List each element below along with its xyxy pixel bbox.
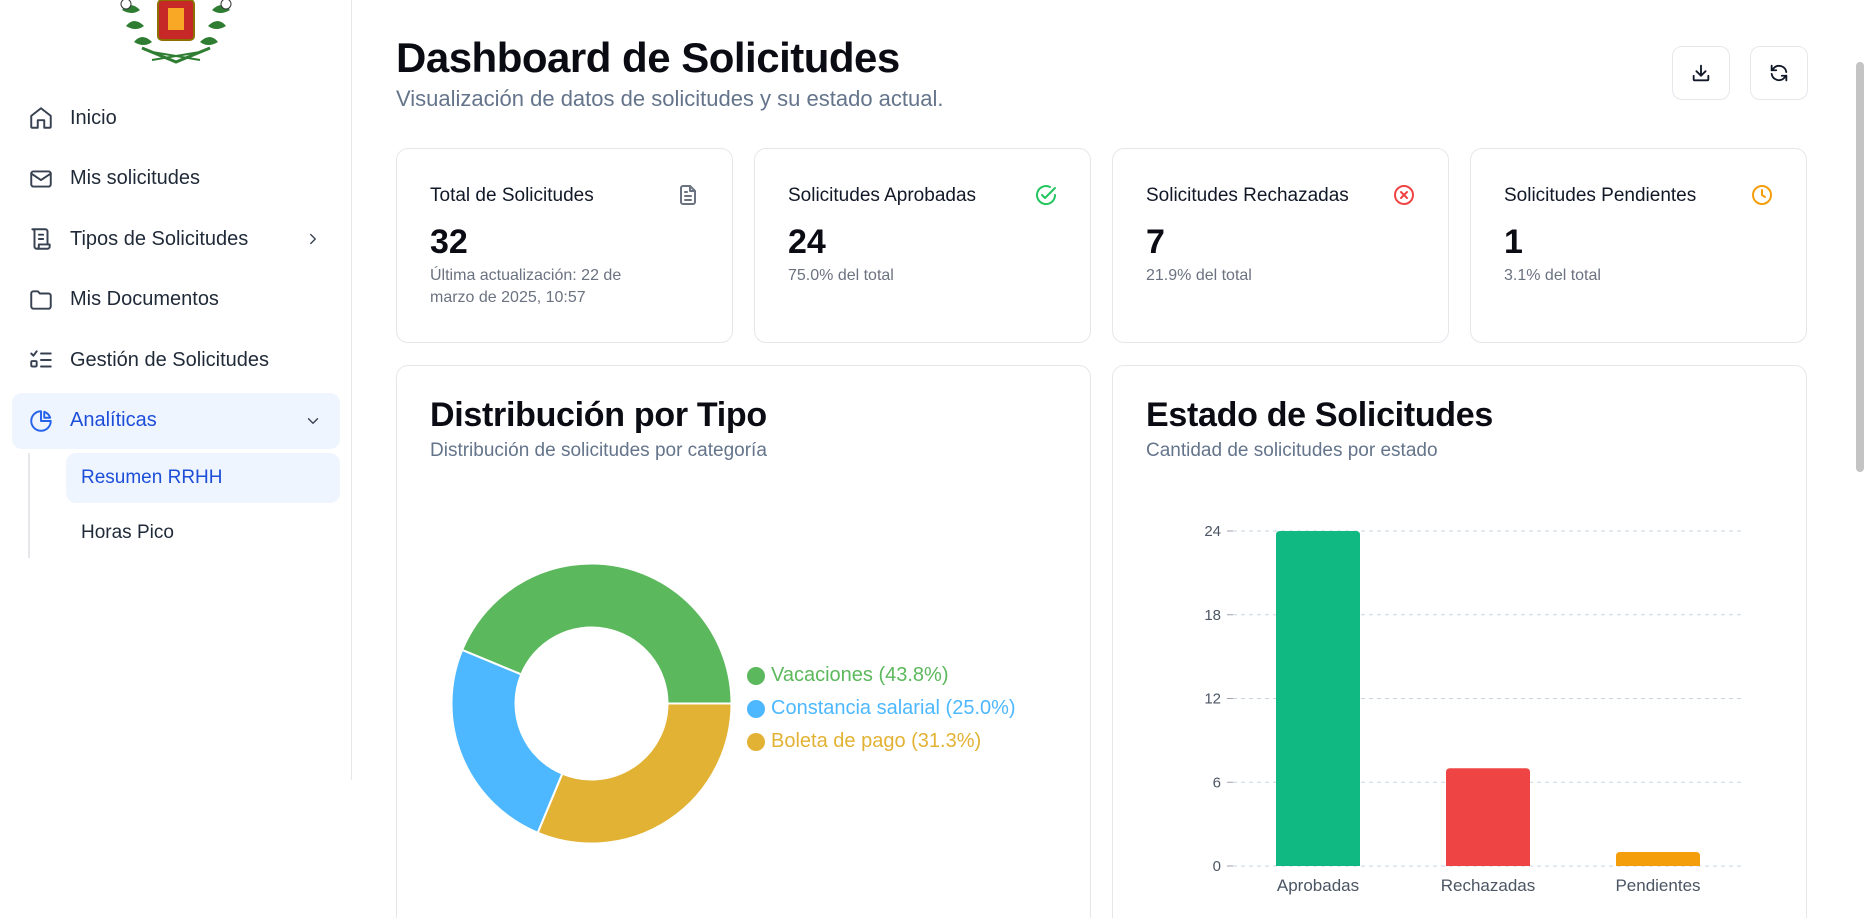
stat-note: 3.1% del total [1504,267,1601,284]
x-tick-label: Rechazadas [1441,876,1536,895]
legend-label: Boleta de pago (31.3%) [771,730,982,752]
stat-title: Solicitudes Aprobadas [788,185,977,206]
stat-value: 1 [1504,223,1523,261]
sidebar-item-gestion-de-solicitudes[interactable]: Gestión de Solicitudes [12,332,340,388]
legend-label: Constancia salarial (25.0%) [771,697,1016,719]
download-button[interactable] [1672,46,1730,100]
page-subtitle: Visualización de datos de solicitudes y … [396,86,944,111]
y-tick-label: 18 [1204,607,1221,624]
sidebar-nav: Inicio Mis solicitudes Tipos de Solicitu… [12,90,340,563]
download-icon [1692,64,1710,82]
scroll-icon [31,228,51,250]
stat-value: 7 [1146,223,1165,261]
legend-dot [747,732,765,751]
stat-note: 75.0% del total [788,267,894,284]
page-title: Dashboard de Solicitudes [396,34,900,81]
sidebar-item-label: Mis solicitudes [70,167,201,189]
list-check-icon [30,350,52,368]
x-tick-label: Aprobadas [1277,876,1359,895]
sidebar-item-label: Tipos de Solicitudes [70,227,249,250]
legend-item[interactable]: Boleta de pago (31.3%) [747,725,1016,758]
bar-rechazadas[interactable] [1446,768,1530,866]
x-circle-icon [1394,185,1414,205]
donut-slice[interactable] [460,562,733,705]
legend-dot [747,666,765,685]
bar-pendientes[interactable] [1616,852,1700,866]
distribution-title: Distribución por Tipo [430,396,767,434]
donut-slice[interactable] [450,648,564,835]
sidebar-item-mis-solicitudes[interactable]: Mis solicitudes [12,151,340,207]
sidebar-item-tipos-de-solicitudes[interactable]: Tipos de Solicitudes [12,211,340,267]
distribution-card: Distribución por Tipo Distribución de so… [396,365,1091,918]
stat-value: 32 [430,223,468,261]
coat-of-arms-logo [120,0,232,64]
y-tick-label: 24 [1204,523,1221,540]
stat-note: Última actualización: 22 de marzo de 202… [430,267,622,306]
refresh-button[interactable] [1750,46,1808,100]
scrollbar[interactable] [1856,62,1864,472]
stat-note: 21.9% del total [1146,267,1252,284]
home-icon [30,107,52,129]
stat-title: Solicitudes Rechazadas [1146,185,1349,206]
y-tick-label: 12 [1204,691,1221,708]
stat-title: Solicitudes Pendientes [1504,185,1697,206]
analiticas-submenu: Resumen RRHH Horas Pico [28,453,340,558]
bar-aprobadas[interactable] [1276,531,1360,866]
legend-item[interactable]: Constancia salarial (25.0%) [747,692,1016,725]
sidebar-item-label: Gestión de Solicitudes [70,348,270,371]
sidebar: Inicio Mis solicitudes Tipos de Solicitu… [0,0,352,780]
donut-slice[interactable] [536,702,733,845]
sidebar-item-analiticas[interactable]: Analíticas [12,392,340,449]
stat-card-aprobadas: Solicitudes Aprobadas 24 75.0% del total [754,148,1091,343]
donut-chart [450,562,733,845]
file-text-icon [680,185,696,205]
stat-card-total: Total de Solicitudes 32 Última actualiza… [396,148,733,343]
status-subtitle: Cantidad de solicitudes por estado [1146,440,1438,461]
sidebar-subitem-horas-pico[interactable]: Horas Pico [81,522,174,543]
donut-legend: Vacaciones (43.8%) Constancia salarial (2… [747,659,1016,758]
stat-card-pendientes: Solicitudes Pendientes 1 3.1% del total [1470,148,1807,343]
sidebar-item-inicio[interactable]: Inicio [12,90,340,146]
sidebar-subitem-resumen-rrhh[interactable]: Resumen RRHH [66,453,340,503]
stat-value: 24 [788,223,826,261]
sidebar-item-label: Inicio [70,106,117,129]
distribution-subtitle: Distribución de solicitudes por categorí… [430,440,767,461]
clock-icon [1752,185,1772,205]
status-card: Estado de Solicitudes Cantidad de solici… [1112,365,1807,918]
y-tick-label: 0 [1213,858,1221,875]
pie-chart-icon [30,409,52,432]
sidebar-item-label: Analíticas [70,409,157,431]
folder-icon [30,289,52,310]
mail-icon [30,169,52,188]
stat-title: Total de Solicitudes [430,185,594,206]
bar-chart: 0 6 12 18 24 Aprobadas Rechazadas Pendientes [1204,523,1743,895]
legend-item[interactable]: Vacaciones (43.8%) [747,659,1016,692]
chevron-down-icon [307,417,319,424]
stat-card-rechazadas: Solicitudes Rechazadas 7 21.9% del total [1112,148,1449,343]
legend-label: Vacaciones (43.8%) [771,664,949,686]
refresh-icon [1770,64,1788,82]
y-tick-label: 6 [1213,774,1221,791]
chevron-right-icon [310,233,316,245]
x-tick-label: Pendientes [1615,876,1700,895]
sidebar-item-mis-documentos[interactable]: Mis Documentos [12,272,340,328]
check-circle-icon [1036,185,1057,206]
sidebar-item-label: Mis Documentos [70,288,219,310]
legend-dot [747,699,765,718]
status-title: Estado de Solicitudes [1146,396,1493,434]
